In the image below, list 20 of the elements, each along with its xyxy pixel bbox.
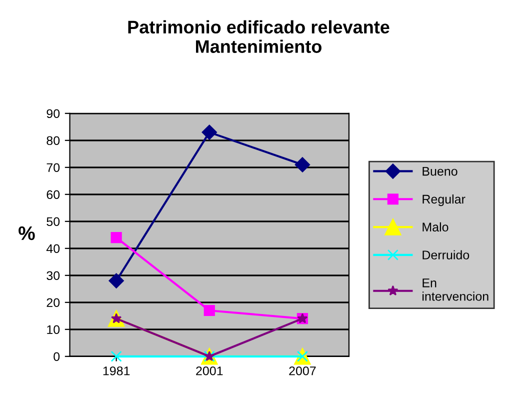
legend-label: Derruido — [422, 250, 470, 260]
y-tick-label: 30 — [46, 271, 60, 280]
legend-label: Regular — [422, 194, 466, 206]
y-tick-label: 0 — [54, 352, 60, 362]
y-tick-label: 10 — [47, 325, 60, 334]
y-tick-label: 90 — [46, 109, 60, 118]
y-tick-label: 40 — [46, 244, 60, 254]
y-tick-label: 60 — [46, 190, 60, 200]
y-tick-label: 80 — [46, 136, 60, 146]
y-tick-label: 70 — [46, 163, 60, 172]
y-tick-label: 20 — [46, 298, 60, 308]
legend-label: Bueno — [422, 166, 458, 176]
x-tick-label: 2001 — [196, 366, 223, 376]
legend-label: En intervencion — [422, 278, 488, 301]
y-axis-title: % — [18, 226, 35, 240]
x-tick-label: 1981 — [103, 366, 130, 376]
chart-title: Patrimonio edificado relevante Mantenimiento — [128, 20, 390, 53]
x-tick-label: 2007 — [289, 366, 316, 376]
legend-label: Malo — [422, 222, 448, 232]
y-tick-label: 50 — [46, 217, 60, 226]
